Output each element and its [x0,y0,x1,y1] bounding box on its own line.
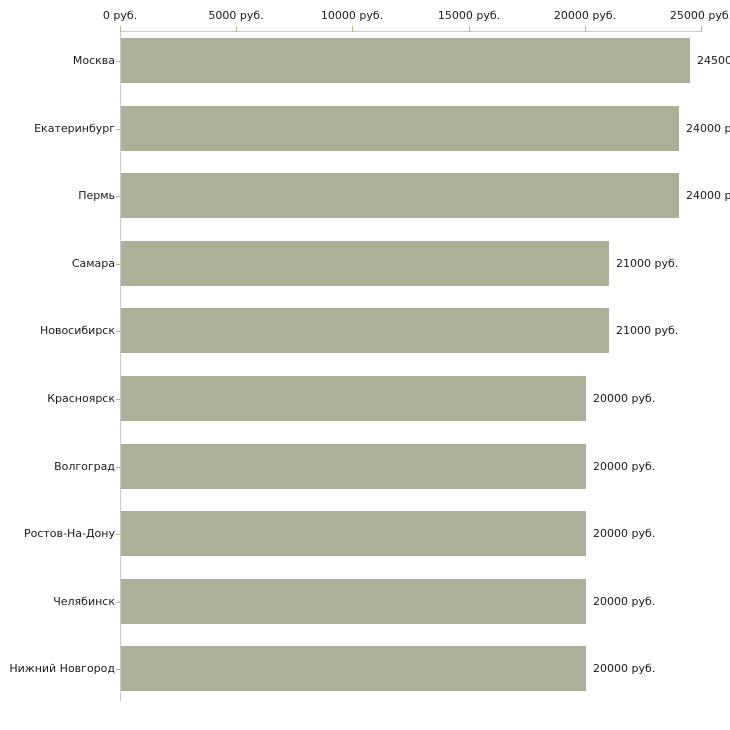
category-tick [116,196,120,197]
category-label: Пермь [78,189,115,202]
x-axis-tick-label: 20000 руб. [553,9,617,22]
bar [121,308,609,353]
value-label: 20000 руб. [593,595,656,608]
x-axis-tick-label: 15000 руб. [437,9,501,22]
bar [121,579,586,624]
value-label: 20000 руб. [593,662,656,675]
x-axis-tick-label: 0 руб. [102,9,138,22]
value-label: 21000 руб. [616,324,679,337]
x-axis-tick [352,26,353,32]
category-tick [116,264,120,265]
category-tick [116,669,120,670]
x-axis-tick [236,26,237,32]
category-label: Новосибирск [39,324,115,337]
x-axis-tick [701,26,702,32]
category-tick [116,602,120,603]
category-label: Москва [72,54,115,67]
category-tick [116,331,120,332]
category-tick [116,61,120,62]
value-label: 20000 руб. [593,527,656,540]
x-axis-tick-label: 10000 руб. [320,9,384,22]
bar [121,444,586,489]
category-tick [116,399,120,400]
x-axis-line [120,31,702,32]
bar [121,173,679,218]
category-label: Екатеринбург [34,122,115,135]
bar [121,241,609,286]
value-label: 20000 руб. [593,392,656,405]
bar [121,646,586,691]
y-axis-line [120,31,121,701]
category-label: Волгоград [54,460,115,473]
x-axis-tick-label: 25000 руб. [669,9,730,22]
category-label: Ростов-На-Дону [23,527,115,540]
x-axis-tick-label: 5000 руб. [208,9,264,22]
value-label: 24500 руб. [697,54,730,67]
category-tick [116,129,120,130]
category-tick [116,467,120,468]
x-axis-tick [585,26,586,32]
value-label: 24000 руб. [686,122,730,135]
category-label: Нижний Новгород [9,662,115,675]
value-label: 20000 руб. [593,460,656,473]
category-label: Красноярск [47,392,115,405]
category-tick [116,534,120,535]
x-axis-tick [469,26,470,32]
category-label: Челябинск [53,595,115,608]
x-axis-tick [120,26,121,32]
bar [121,376,586,421]
bar [121,38,690,83]
bar [121,106,679,151]
bar [121,511,586,556]
value-label: 21000 руб. [616,257,679,270]
value-label: 24000 руб. [686,189,730,202]
category-label: Самара [71,257,115,270]
